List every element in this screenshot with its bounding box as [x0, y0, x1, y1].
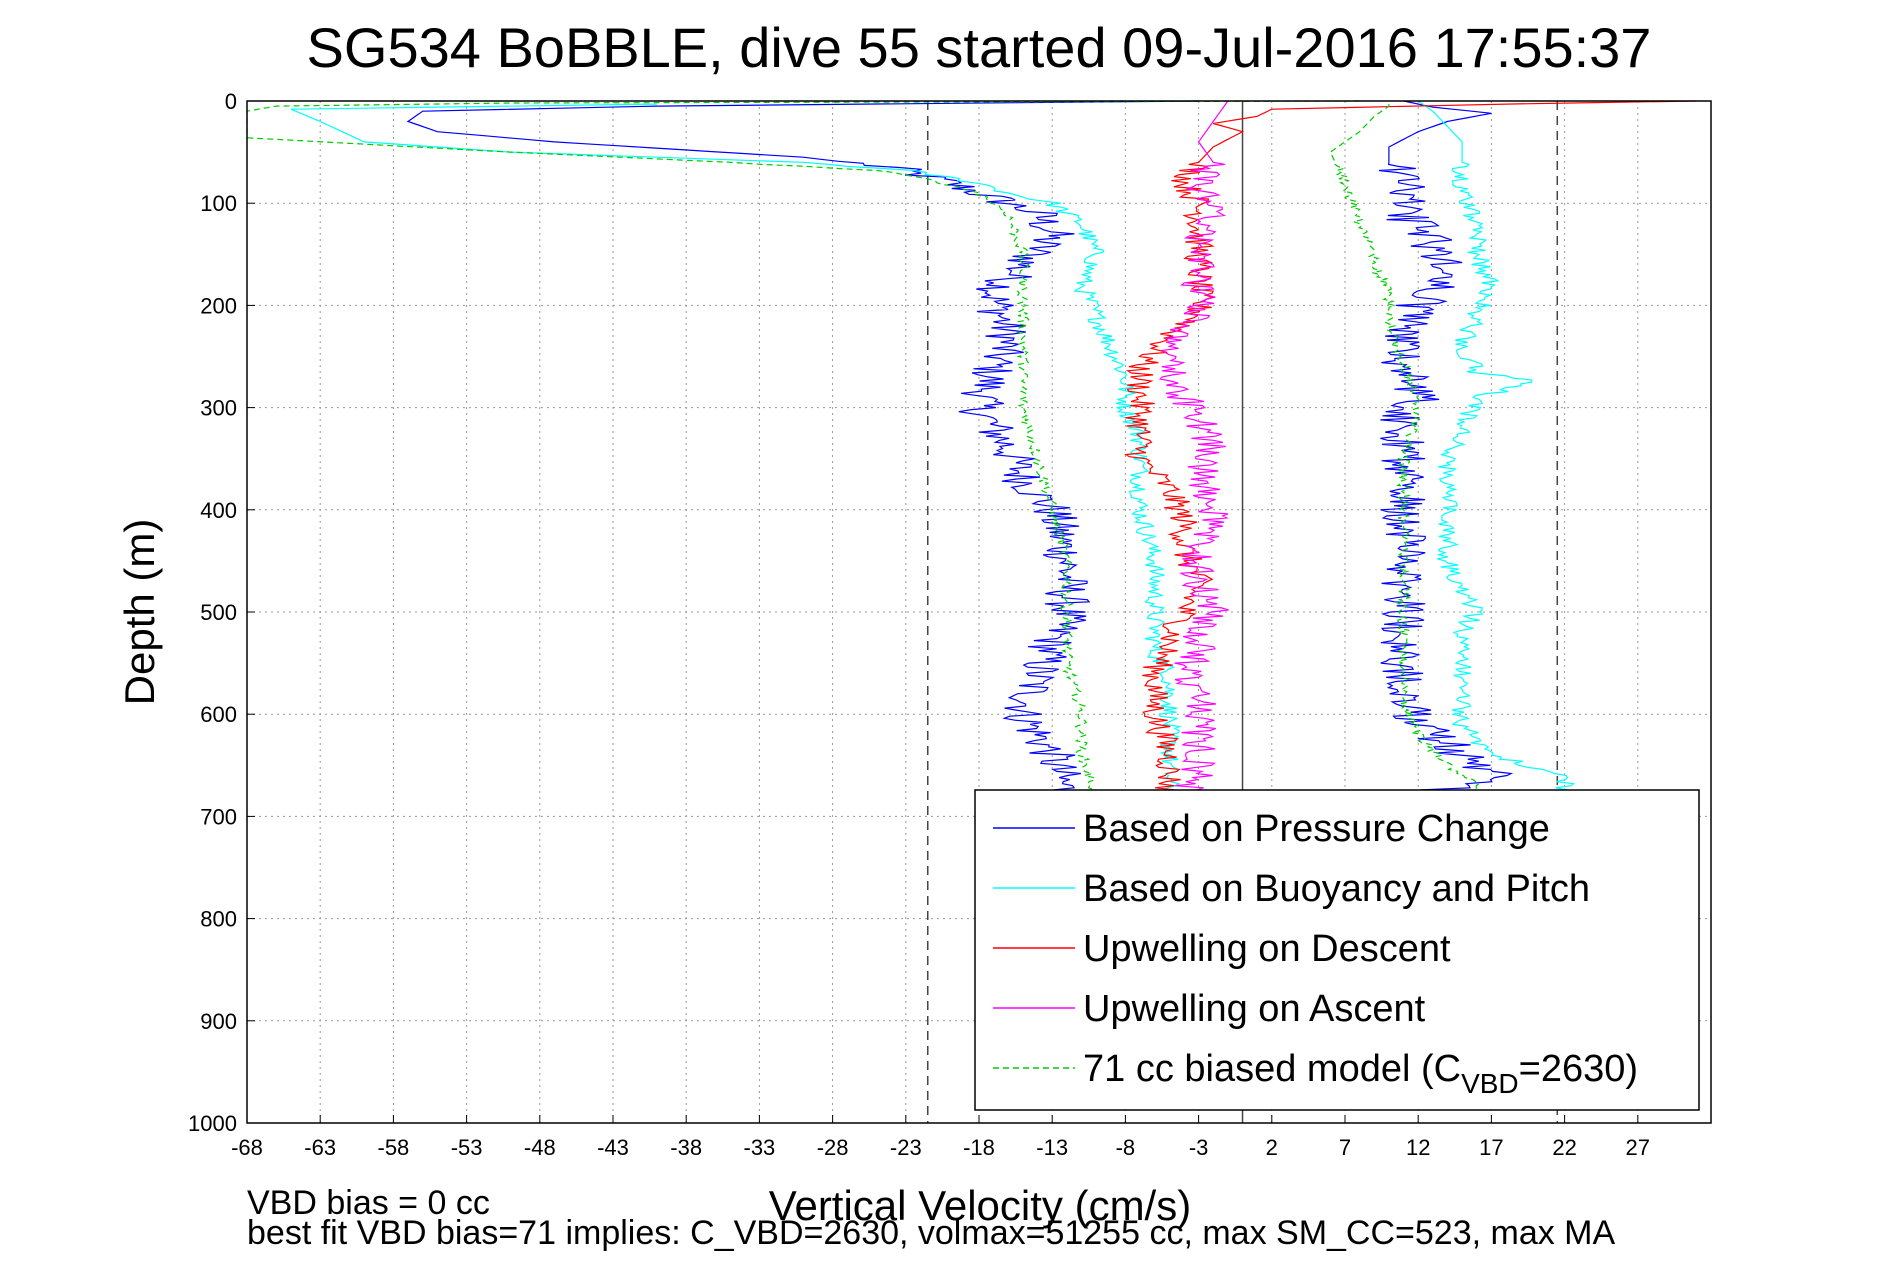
y-tick-label: 800	[200, 907, 237, 932]
x-tick-label: -53	[451, 1135, 483, 1160]
legend-label: 71 cc biased model (CVBD=2630)	[1083, 1048, 1638, 1099]
y-tick-label: 0	[225, 89, 237, 114]
x-tick-label: -8	[1116, 1135, 1136, 1160]
y-tick-label: 400	[200, 498, 237, 523]
legend: Based on Pressure Change Based on Buoyanc…	[974, 789, 1700, 1111]
legend-label: Based on Buoyancy and Pitch	[1083, 868, 1590, 910]
x-axis-label: Vertical Velocity (cm/s)	[769, 1182, 1191, 1229]
x-tick-label: -23	[890, 1135, 922, 1160]
y-tick-label: 700	[200, 804, 237, 829]
x-tick-label: -18	[963, 1135, 995, 1160]
series-line-4	[1159, 100, 1229, 797]
footnote-vbd-bias: VBD bias = 0 cc	[247, 1184, 490, 1222]
series-line-3	[1124, 100, 1697, 797]
x-tick-label: -28	[817, 1135, 849, 1160]
chart-title: SG534 BoBBLE, dive 55 started 09-Jul-201…	[307, 16, 1652, 79]
x-tick-label: 17	[1479, 1135, 1503, 1160]
legend-label: Based on Pressure Change	[1083, 808, 1550, 850]
x-tick-label: 2	[1266, 1135, 1278, 1160]
x-tick-label: -63	[304, 1135, 336, 1160]
x-tick-label: -58	[378, 1135, 410, 1160]
y-axis-label: Depth (m)	[116, 519, 163, 706]
x-tick-label: -48	[524, 1135, 556, 1160]
y-tick-label: 600	[200, 702, 237, 727]
x-tick-label: -33	[744, 1135, 776, 1160]
x-tick-label: -43	[597, 1135, 629, 1160]
x-tick-labels: -68 -63 -58 -53 -48 -43 -38 -33 -28 -23 -18 -13 -8 -3…	[231, 1115, 1650, 1160]
x-tick-label: -68	[231, 1135, 263, 1160]
x-tick-label: -13	[1036, 1135, 1068, 1160]
x-tick-label: 7	[1339, 1135, 1351, 1160]
x-tick-label: 27	[1626, 1135, 1650, 1160]
footnote-best-fit: best fit VBD bias=71 implies: C_VBD=2630…	[247, 1214, 1616, 1252]
x-tick-label: 12	[1406, 1135, 1430, 1160]
y-tick-label: 900	[200, 1009, 237, 1034]
legend-label: Upwelling on Descent	[1083, 928, 1451, 970]
legend-box	[974, 789, 1700, 1111]
x-tick-label: -38	[670, 1135, 702, 1160]
legend-label: Upwelling on Ascent	[1083, 988, 1426, 1030]
series-line-1	[406, 100, 1514, 797]
x-tick-label: -3	[1189, 1135, 1209, 1160]
y-tick-label: 300	[200, 396, 237, 421]
y-tick-label: 1000	[188, 1111, 237, 1136]
x-tick-label: 22	[1552, 1135, 1576, 1160]
y-tick-label: 500	[200, 600, 237, 625]
series-line-2	[290, 100, 1576, 797]
series-line-5	[246, 100, 1493, 797]
y-tick-labels: 0 100 200 300 400 500 600 700 800 900 1000	[188, 89, 255, 1136]
series-group	[246, 100, 1697, 797]
y-tick-label: 100	[200, 191, 237, 216]
y-tick-label: 200	[200, 293, 237, 318]
